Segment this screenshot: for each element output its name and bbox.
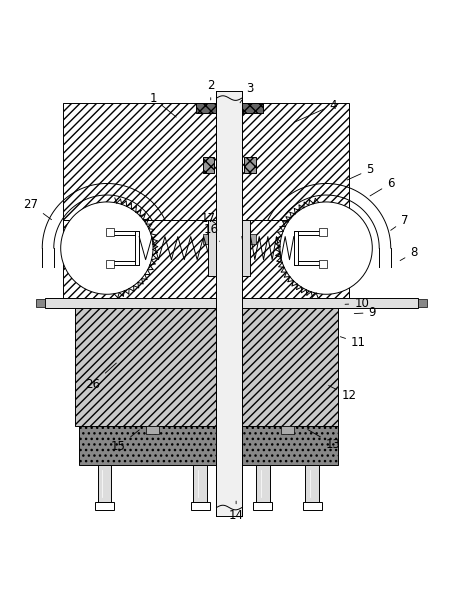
Bar [79,426,226,465]
Bar [294,231,299,265]
Circle shape [61,202,153,294]
Bar [281,426,294,434]
Bar [63,103,217,220]
Bar [106,228,114,236]
Bar [203,234,214,243]
Text: 4: 4 [294,98,337,123]
Bar [242,220,250,276]
Bar [191,502,210,510]
Bar [419,299,427,307]
Bar [95,502,114,510]
Bar [294,261,321,265]
Bar [135,231,139,265]
Text: 2: 2 [207,79,214,100]
Bar [242,220,349,298]
Bar [306,465,319,502]
Bar [253,502,272,510]
Text: 14: 14 [229,501,244,523]
Bar [242,103,349,220]
Text: 17: 17 [201,212,216,225]
Text: 27: 27 [23,198,51,220]
Text: 16: 16 [203,223,219,242]
Bar [44,298,419,308]
Text: 10: 10 [345,297,369,310]
Bar [145,426,159,434]
Text: 13: 13 [308,430,340,451]
Bar [237,426,338,465]
Bar [256,465,269,502]
Text: 3: 3 [240,83,254,103]
Bar [112,261,139,265]
Text: 5: 5 [347,163,374,180]
Bar [242,308,338,426]
Text: 8: 8 [400,246,418,260]
Text: 15: 15 [111,430,139,453]
Bar [75,308,217,426]
Bar [63,220,217,298]
Bar [112,231,139,236]
Bar [244,234,256,243]
Bar [203,157,214,174]
Text: 11: 11 [340,336,366,349]
Text: 6: 6 [370,177,394,196]
Bar [319,260,327,268]
Text: 12: 12 [329,385,357,402]
Bar [319,228,327,236]
Circle shape [280,202,372,294]
Bar [294,231,321,236]
Bar [303,502,321,510]
Text: 7: 7 [391,214,408,230]
Bar [217,91,242,516]
Bar [36,299,44,307]
Text: 1: 1 [149,92,176,117]
Text: 9: 9 [354,307,376,319]
Bar [242,103,263,113]
Bar [106,260,114,268]
Bar [98,465,112,502]
Bar [244,157,256,174]
Bar [194,465,207,502]
Bar [208,220,217,276]
Bar [196,103,217,113]
Text: 26: 26 [86,363,116,391]
